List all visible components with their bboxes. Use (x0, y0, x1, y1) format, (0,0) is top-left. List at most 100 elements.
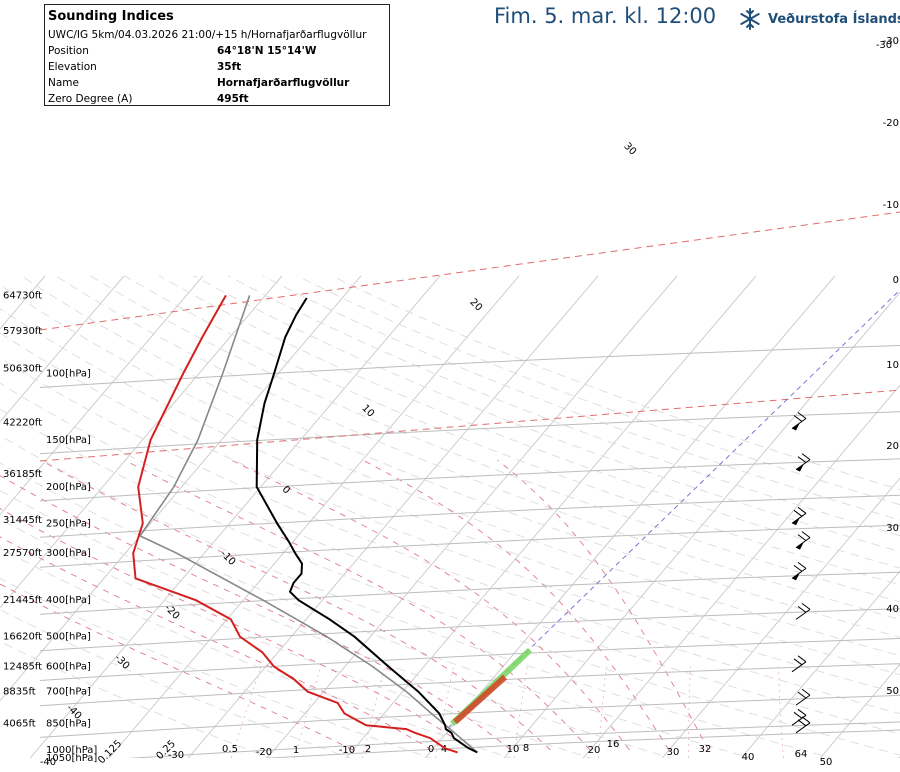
wind-barb (796, 717, 810, 733)
wind-barb-feather (802, 689, 810, 695)
wind-barb-staff (796, 695, 810, 705)
brand-name: Veðurstofa Íslands (768, 12, 900, 27)
pressure-label: 300[hPa] (46, 548, 91, 559)
bottom-axis-label: -10 (339, 745, 355, 756)
wind-barb (792, 562, 806, 580)
bottom-axis-label: 8 (523, 743, 529, 754)
info-label-position: Position (48, 45, 89, 57)
bottom-axis-label: 50 (820, 757, 833, 768)
bottom-axis-label: 30 (667, 747, 680, 758)
bottom-axis-label: 10 (507, 744, 520, 755)
pressure-label: 500[hPa] (46, 632, 91, 643)
wind-barb-flag (792, 572, 800, 580)
dry-adiabat-line (0, 276, 900, 760)
bottom-axis-label: 0.125 (96, 738, 124, 766)
wind-barb-feather (798, 606, 806, 612)
dry-adiabat-line (159, 276, 900, 760)
chart-grid (0, 212, 900, 768)
wind-barb-feather (794, 565, 802, 571)
height-label: 12485ft (3, 661, 42, 672)
temperature-curve (257, 298, 478, 752)
isotherm-inner-label: 10 (359, 403, 376, 420)
wind-barb-feather (798, 535, 806, 541)
bottom-axis-label: 0 (428, 744, 434, 755)
wind-barb-feather (802, 603, 810, 609)
bottom-axis-label: 16 (607, 739, 620, 750)
wind-barb-feather (794, 712, 802, 718)
height-label: 21445ft (3, 595, 42, 606)
isobar-line (40, 639, 900, 681)
wind-barb (796, 603, 810, 619)
wind-barb-feather (794, 510, 802, 516)
info-value-zero-degree: 495ft (217, 93, 249, 105)
sounding-indices-box: Sounding Indices UWC/IG 5km/04.03.2026 2… (44, 4, 390, 106)
height-label: 4065ft (3, 718, 36, 729)
bottom-axis-label: 20 (588, 745, 601, 756)
isobar-line (40, 412, 900, 454)
isotherm-line (345, 276, 756, 760)
bottom-axis-label: 0.5 (222, 744, 238, 755)
height-label: 64730ft (3, 290, 42, 301)
wind-barb-feather (798, 709, 806, 715)
top-isotherm-label: -30 (876, 40, 892, 51)
isotherm-line (187, 276, 598, 760)
isobar-line (40, 525, 900, 567)
info-label-zero-degree: Zero Degree (A) (48, 93, 132, 105)
isotherm-line (266, 276, 677, 760)
info-box-subtitle: UWC/IG 5km/04.03.2026 21:00/+15 h/Hornaf… (48, 29, 366, 41)
wind-barb-feather (798, 656, 806, 662)
bottom-axis-label: 1 (293, 745, 299, 756)
wind-barb-feather (798, 692, 806, 698)
moist-adiabat-line (363, 460, 669, 750)
right-temperature-label: 40 (886, 604, 899, 615)
right-temperature-label: 20 (886, 441, 899, 452)
wind-barb (792, 709, 806, 725)
chart-axis-labels: 1000[hPa]1050[hPa]850[hPa]700[hPa]600[hP… (3, 36, 899, 768)
pressure-label: 600[hPa] (46, 661, 91, 672)
wind-barb-flag (796, 464, 804, 472)
info-value-position: 64°18'N 15°14'W (217, 45, 316, 57)
dry-adiabat-line (0, 276, 900, 760)
bottom-axis-label: -20 (256, 747, 272, 758)
wind-barb-flag (792, 517, 800, 525)
height-label: 50630ft (3, 364, 42, 375)
isobar-line (40, 664, 900, 706)
right-temperature-label: 0 (893, 275, 899, 286)
wind-barb-flag (792, 423, 800, 431)
right-temperature-label: -10 (883, 200, 899, 211)
wind-barb-staff (796, 609, 810, 619)
bottom-axis-label: 2 (365, 744, 371, 755)
forecast-time-title: Fim. 5. mar. kl. 12:00 (494, 4, 716, 28)
lifted-parcel-band (455, 677, 505, 722)
right-temperature-label: -20 (883, 118, 899, 129)
snowflake-icon (738, 7, 762, 31)
moist-adiabat-line (232, 460, 630, 750)
pressure-label: 250[hPa] (46, 518, 91, 529)
height-label: 36185ft (3, 469, 42, 480)
brand-logo: Veðurstofa Íslands (738, 6, 900, 32)
pressure-label: 850[hPa] (46, 718, 91, 729)
dry-adiabat-line (0, 276, 900, 760)
dry-adiabat-line (0, 276, 900, 760)
wind-barb-flag (796, 542, 804, 550)
pressure-label: 100[hPa] (46, 369, 91, 380)
wind-barb-feather (802, 532, 810, 538)
pressure-label: 400[hPa] (46, 595, 91, 606)
bottom-axis-label: 40 (742, 752, 755, 763)
bottom-axis-label: 32 (699, 744, 712, 755)
info-value-elevation: 35ft (217, 61, 241, 73)
mixing-ratio-line (689, 667, 691, 759)
height-label: 42220ft (3, 418, 42, 429)
wind-barb-feather (802, 454, 810, 460)
bottom-axis-label: -40 (40, 757, 56, 768)
pressure-label: 150[hPa] (46, 435, 91, 446)
height-label: 16620ft (3, 632, 42, 643)
height-label: 27570ft (3, 548, 42, 559)
dry-adiabat-line (0, 276, 900, 760)
isotherm-inner-label: 30 (621, 141, 638, 158)
isotherm-line (661, 276, 900, 760)
isobar-line (40, 695, 900, 737)
height-label: 8835ft (3, 687, 36, 698)
